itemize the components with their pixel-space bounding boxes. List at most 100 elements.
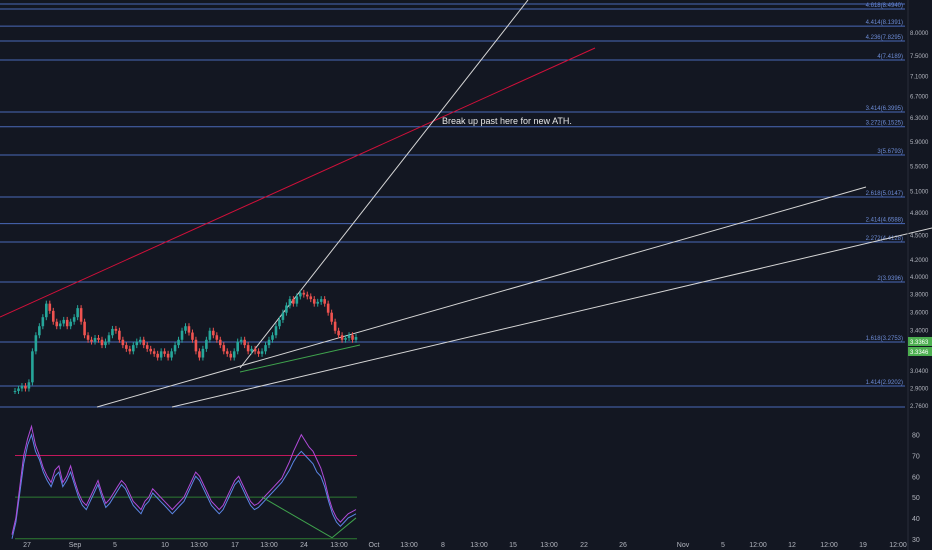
candle-body xyxy=(180,330,184,340)
candle-body xyxy=(69,321,72,327)
fib-level-label: 3(5.6793) xyxy=(877,149,903,155)
rsi-divergence-line xyxy=(261,496,333,539)
rsi-tick-label: 80 xyxy=(912,433,920,440)
price-tick-label: 6.3000 xyxy=(910,116,929,122)
candle-body xyxy=(132,345,135,352)
rsi-tick-label: 40 xyxy=(912,516,920,523)
fib-level-label: 2.414(4.6588) xyxy=(866,218,903,224)
time-tick-label: 13:00 xyxy=(190,542,208,549)
time-tick-label: 26 xyxy=(619,542,627,549)
fib-level-label: 4.236(7.8295) xyxy=(866,35,903,41)
candle-body xyxy=(225,351,229,354)
time-tick-label: 15 xyxy=(509,542,517,549)
candle-body xyxy=(229,353,233,358)
candle-body xyxy=(208,330,212,340)
candle-body xyxy=(232,351,236,358)
price-tick-label: 5.5000 xyxy=(910,164,929,170)
candle-body xyxy=(278,319,281,327)
price-tick-label: 7.5000 xyxy=(910,54,929,60)
time-tick-label: Oct xyxy=(369,542,380,549)
candle-body xyxy=(65,319,69,327)
candle-body xyxy=(138,339,142,342)
candle-body xyxy=(312,299,316,304)
candle-body xyxy=(100,339,104,346)
candle-body xyxy=(333,321,337,331)
candle-body xyxy=(344,337,347,340)
candle-body xyxy=(24,386,27,389)
rsi-series-line xyxy=(11,432,357,539)
time-tick-label: 12:00 xyxy=(889,542,907,549)
time-axis: 27 Sep 5 10 13:00 17 13:00 24 13:00 Oct 13:00 8 13:0… xyxy=(23,542,907,549)
fib-level-label: 4.414(8.1391) xyxy=(866,20,903,26)
candle-body xyxy=(13,390,17,392)
fib-level-label: 2(3.9396) xyxy=(877,276,903,282)
time-tick-label: 22 xyxy=(580,542,588,549)
rsi-tick-label: 50 xyxy=(912,495,920,502)
candle-body xyxy=(236,341,239,352)
candle-body xyxy=(212,330,215,336)
candle-body xyxy=(86,335,90,340)
candle-body xyxy=(316,301,320,304)
candle-body xyxy=(90,339,93,342)
candle-body xyxy=(79,308,83,322)
candle-body xyxy=(302,292,306,295)
candle-body xyxy=(239,339,243,342)
candle-body xyxy=(305,294,309,297)
candle-body xyxy=(145,345,149,349)
candle-body xyxy=(156,353,159,358)
candle-body xyxy=(292,299,295,304)
last-price-label: 3.3346 xyxy=(910,350,929,356)
candle-body xyxy=(83,321,86,336)
price-tick-label: 7.1000 xyxy=(910,74,929,80)
candle-body xyxy=(274,326,278,336)
time-tick-label: 5 xyxy=(721,542,725,549)
candle-body xyxy=(271,335,274,340)
time-tick-label: 24 xyxy=(300,542,308,549)
steep-trendline xyxy=(239,0,529,369)
candle-body xyxy=(45,303,48,318)
time-tick-label: 13:00 xyxy=(330,542,348,549)
candle-body xyxy=(340,335,344,340)
price-tick-label: 4.5000 xyxy=(910,233,929,239)
chart-annotation: Break up past here for new ATH. xyxy=(442,116,572,126)
candle-body xyxy=(347,335,351,338)
candle-body xyxy=(58,323,62,327)
candle-body xyxy=(184,326,187,331)
time-tick-label: 13:00 xyxy=(400,542,418,549)
candle-body xyxy=(201,348,205,358)
candle-body xyxy=(159,351,163,358)
time-tick-label: 13:00 xyxy=(470,542,488,549)
upper-fan-trendline xyxy=(96,186,867,408)
candle-body xyxy=(309,296,313,300)
candle-body xyxy=(257,351,260,354)
candle-body xyxy=(191,332,194,340)
price-tick-label: 3.8000 xyxy=(910,293,929,299)
candle-body xyxy=(198,351,201,358)
price-tick-label: 3.6000 xyxy=(910,311,929,317)
candle-body xyxy=(128,348,132,352)
candle-body xyxy=(205,339,208,349)
candle-body xyxy=(337,330,340,336)
candle-body xyxy=(17,388,20,391)
candle-body xyxy=(299,292,302,297)
last-price-badge xyxy=(908,337,932,346)
candle-body xyxy=(326,303,330,313)
fib-level-label: 4(7.4189) xyxy=(877,54,903,60)
candle-body xyxy=(149,348,153,352)
candle-body xyxy=(55,321,59,327)
price-tick-label: 4.0000 xyxy=(910,275,929,281)
red-trendline xyxy=(0,47,596,318)
candle-body xyxy=(163,351,166,354)
candle-body xyxy=(215,335,219,340)
candle-body xyxy=(118,330,121,340)
fib-level-label: 3.414(6.3995) xyxy=(866,106,903,112)
price-tick-label: 4.2000 xyxy=(910,258,929,264)
price-tick-label: 3.0400 xyxy=(910,369,929,375)
candle-body xyxy=(354,337,358,340)
candle-body xyxy=(114,328,118,331)
rsi-tick-label: 60 xyxy=(912,474,920,481)
candle-body xyxy=(264,345,267,352)
last-price-label: 3.3363 xyxy=(910,340,929,346)
